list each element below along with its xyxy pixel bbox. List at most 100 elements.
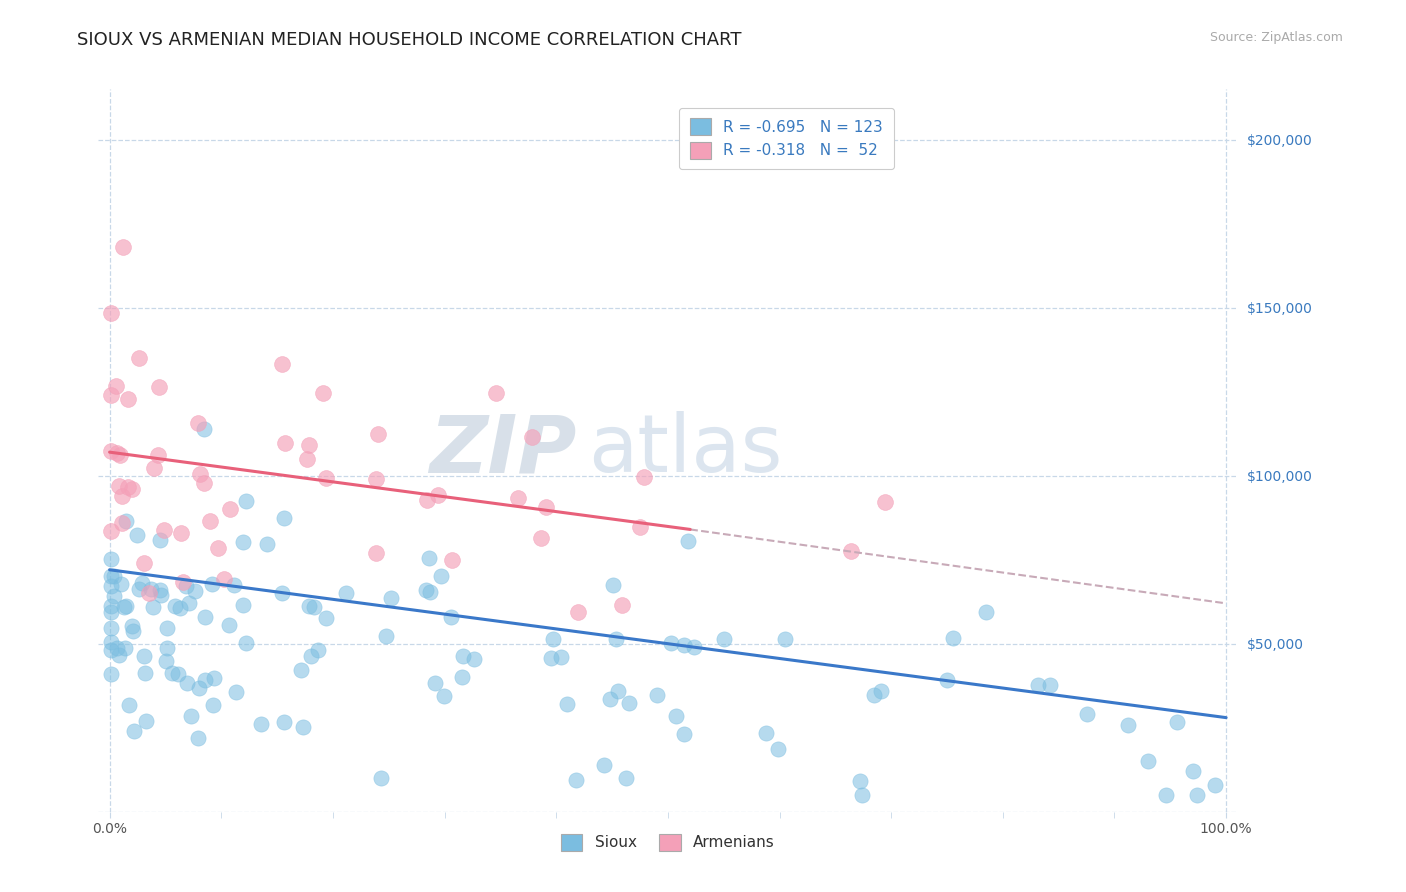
Point <box>170 525 193 540</box>
Point <box>430 568 453 582</box>
Point <box>128 351 150 365</box>
Point <box>218 618 240 632</box>
Point <box>450 669 472 683</box>
Point <box>110 448 132 462</box>
Point <box>1039 678 1062 692</box>
Point <box>274 436 297 450</box>
Point <box>202 671 225 685</box>
Point <box>100 634 122 648</box>
Point <box>298 599 321 614</box>
Point <box>172 574 194 589</box>
Point <box>153 523 176 537</box>
Point <box>530 531 553 545</box>
Point <box>364 472 387 486</box>
Point <box>201 577 224 591</box>
Point <box>1136 754 1159 768</box>
Point <box>100 306 122 320</box>
Point <box>149 588 172 602</box>
Point <box>419 585 441 599</box>
Point <box>484 385 506 400</box>
Text: ZIP: ZIP <box>429 411 576 490</box>
Point <box>550 649 572 664</box>
Point <box>114 514 136 528</box>
Point <box>132 648 155 663</box>
Point <box>273 511 295 525</box>
Point <box>100 643 122 657</box>
Point <box>235 635 257 649</box>
Point <box>672 638 695 652</box>
Point <box>188 467 211 481</box>
Point <box>1026 678 1049 692</box>
Point <box>187 416 209 430</box>
Point <box>848 774 870 789</box>
Point <box>851 788 873 802</box>
Point <box>156 641 179 656</box>
Point <box>163 599 186 614</box>
Point <box>117 479 139 493</box>
Point <box>138 585 160 599</box>
Point <box>100 524 122 538</box>
Point <box>713 632 735 646</box>
Point <box>114 599 136 613</box>
Point <box>100 388 122 402</box>
Point <box>112 599 135 614</box>
Point <box>1204 778 1226 792</box>
Point <box>222 578 245 592</box>
Text: SIOUX VS ARMENIAN MEDIAN HOUSEHOLD INCOME CORRELATION CHART: SIOUX VS ARMENIAN MEDIAN HOUSEHOLD INCOM… <box>77 31 742 49</box>
Point <box>111 489 134 503</box>
Point <box>841 544 863 558</box>
Point <box>423 676 446 690</box>
Point <box>335 586 357 600</box>
Legend: Sioux, Armenians: Sioux, Armenians <box>554 826 782 858</box>
Point <box>249 716 271 731</box>
Point <box>565 772 588 787</box>
Point <box>451 648 474 663</box>
Point <box>292 720 315 734</box>
Point <box>193 475 215 490</box>
Point <box>755 726 778 740</box>
Point <box>104 378 127 392</box>
Point <box>612 599 634 613</box>
Point <box>628 519 651 533</box>
Point <box>873 495 896 509</box>
Point <box>169 600 191 615</box>
Point <box>128 582 150 597</box>
Point <box>540 651 562 665</box>
Point <box>1166 714 1188 729</box>
Point <box>592 758 614 772</box>
Point <box>100 605 122 619</box>
Point <box>105 446 128 460</box>
Point <box>193 422 215 436</box>
Point <box>433 690 456 704</box>
Point <box>134 557 156 571</box>
Point <box>555 697 578 711</box>
Point <box>235 494 257 508</box>
Point <box>141 600 163 615</box>
Point <box>111 516 134 530</box>
Point <box>103 569 125 583</box>
Point <box>290 663 312 677</box>
Point <box>605 632 627 647</box>
Point <box>415 583 437 598</box>
Point <box>298 438 321 452</box>
Point <box>125 528 148 542</box>
Point <box>418 551 440 566</box>
Point <box>256 537 278 551</box>
Point <box>312 386 335 401</box>
Point <box>135 714 157 728</box>
Point <box>426 488 449 502</box>
Point <box>149 583 172 598</box>
Point <box>177 596 200 610</box>
Point <box>232 535 254 549</box>
Point <box>617 696 640 710</box>
Point <box>683 640 706 655</box>
Point <box>375 629 398 643</box>
Point <box>202 698 225 713</box>
Point <box>1116 718 1139 732</box>
Text: Source: ZipAtlas.com: Source: ZipAtlas.com <box>1209 31 1343 45</box>
Point <box>187 731 209 745</box>
Point <box>665 709 688 723</box>
Point <box>108 479 131 493</box>
Point <box>107 648 129 662</box>
Point <box>160 665 183 680</box>
